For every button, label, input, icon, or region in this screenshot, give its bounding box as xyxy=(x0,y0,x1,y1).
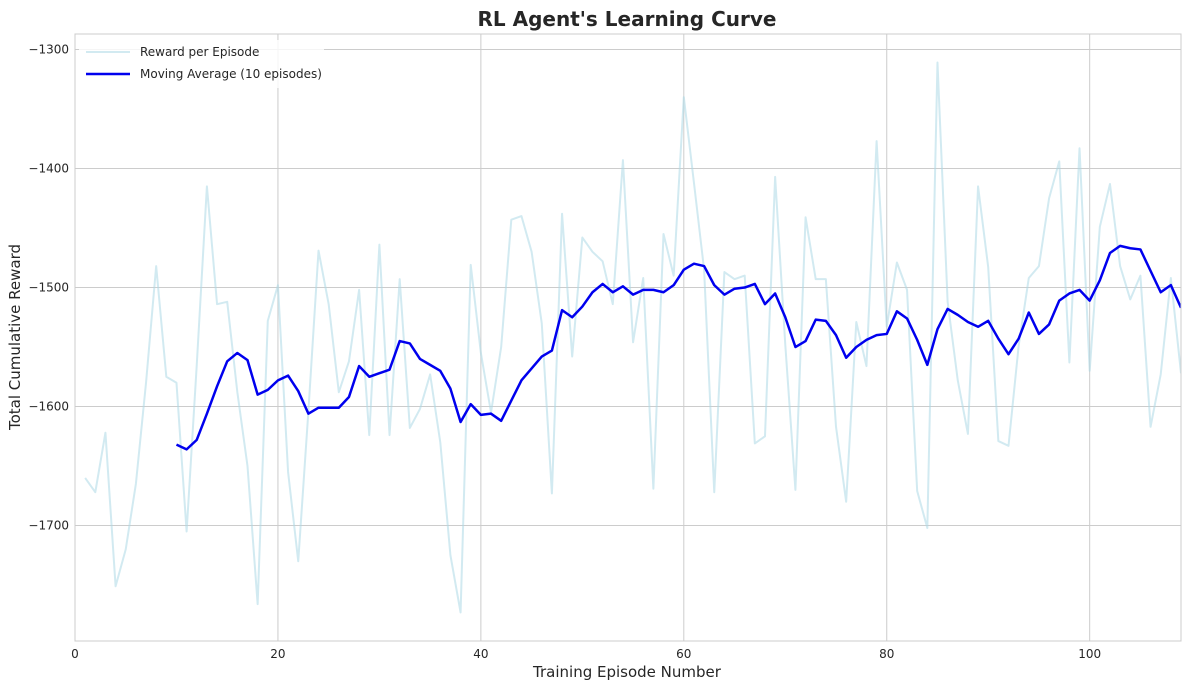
series-line-moving-average xyxy=(175,244,1181,451)
legend-box xyxy=(79,40,324,88)
y-axis-label: Total Cumulative Reward xyxy=(6,244,24,431)
grid-layer xyxy=(75,34,1181,641)
y-tick-label: −1300 xyxy=(28,42,69,56)
legend-label-moving-average: Moving Average (10 episodes) xyxy=(140,67,322,81)
series-line-reward-per-episode xyxy=(84,61,1181,614)
x-tick-label: 100 xyxy=(1078,647,1101,661)
tick-layer: 0 20 40 60 80 100 −1700 −1600 −1500 −1400 −1300 xyxy=(28,42,1101,661)
chart-title: RL Agent's Learning Curve xyxy=(478,7,777,31)
x-tick-label: 40 xyxy=(473,647,488,661)
y-tick-label: −1400 xyxy=(28,161,69,175)
x-tick-label: 60 xyxy=(676,647,691,661)
series-layer xyxy=(84,61,1181,614)
x-tick-label: 80 xyxy=(879,647,894,661)
legend-label-reward-per-episode: Reward per Episode xyxy=(140,45,259,59)
legend: Reward per Episode Moving Average (10 ep… xyxy=(79,40,324,88)
y-tick-label: −1700 xyxy=(28,519,69,533)
y-tick-label: −1500 xyxy=(28,281,69,295)
x-axis-label: Training Episode Number xyxy=(532,663,722,681)
y-tick-label: −1600 xyxy=(28,400,69,414)
x-tick-label: 20 xyxy=(270,647,285,661)
plot-frame xyxy=(74,33,1182,642)
x-tick-label: 0 xyxy=(71,647,79,661)
